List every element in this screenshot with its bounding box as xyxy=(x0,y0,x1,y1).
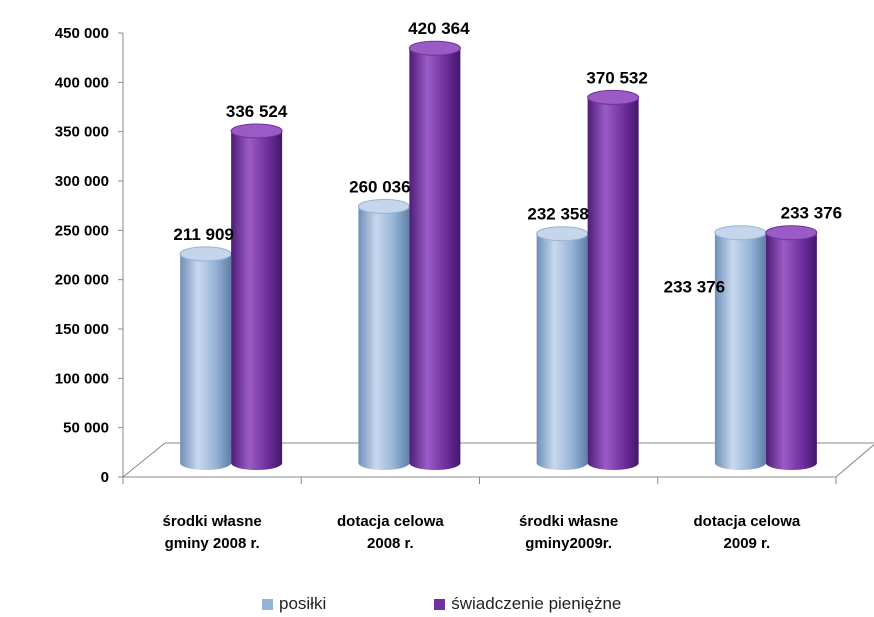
y-tick-label: 200 000 xyxy=(55,272,109,289)
bar-posilki-body xyxy=(536,233,588,471)
legend-item-posilki: posiłki xyxy=(262,594,326,614)
bar-posilki xyxy=(714,225,767,471)
bar-posilki xyxy=(179,246,232,470)
y-tick-label: 0 xyxy=(101,469,109,486)
x-category-label: środki własne xyxy=(519,513,618,530)
bar-swiadczenie xyxy=(230,123,283,471)
y-tick-label: 350 000 xyxy=(55,124,109,141)
y-tick-label: 150 000 xyxy=(55,321,109,338)
bar-swiadczenie-body xyxy=(765,232,817,470)
bar-posilki-body xyxy=(180,253,232,470)
bar-swiadczenie-top xyxy=(230,123,283,139)
bar-posilki xyxy=(357,198,410,471)
bar-posilki-top xyxy=(536,226,589,242)
legend: posiłki świadczenie pieniężne xyxy=(262,593,729,615)
legend-item-swiadczenie: świadczenie pieniężne xyxy=(434,594,621,614)
data-label: 211 909 xyxy=(173,225,234,244)
bar-posilki xyxy=(536,226,589,471)
y-tick-label: 100 000 xyxy=(55,370,109,387)
x-category-label: 2009 r. xyxy=(724,535,771,552)
legend-swatch-swiadczenie xyxy=(434,598,446,610)
bar-swiadczenie-body xyxy=(409,48,461,471)
bar-swiadczenie-top xyxy=(408,40,461,56)
bar-posilki-top xyxy=(714,225,767,241)
x-category-label: środki własne xyxy=(163,513,262,530)
x-category-label: dotacja celowa xyxy=(337,513,444,530)
bar-posilki-body xyxy=(358,206,410,471)
y-tick-label: 50 000 xyxy=(63,420,109,437)
bar-swiadczenie-top xyxy=(587,89,640,105)
x-category-label: 2008 r. xyxy=(367,535,414,552)
y-tick-label: 250 000 xyxy=(55,222,109,239)
bar-posilki-body xyxy=(714,232,766,471)
bar-swiadczenie xyxy=(765,225,818,470)
bar-swiadczenie xyxy=(587,89,640,471)
data-label: 420 364 xyxy=(408,19,470,38)
x-category-label: gminy 2008 r. xyxy=(165,535,260,552)
y-tick-label: 400 000 xyxy=(55,74,109,91)
x-category-label: gminy2009r. xyxy=(525,535,612,552)
y-tick-label: 300 000 xyxy=(55,173,109,190)
data-label: 232 358 xyxy=(527,205,588,224)
y-tick-label: 450 000 xyxy=(55,25,109,42)
bar-swiadczenie-body xyxy=(231,130,283,471)
data-label: 336 524 xyxy=(226,102,288,121)
data-label: 233 376 xyxy=(781,204,842,223)
bar-posilki-top xyxy=(179,246,232,262)
data-label: 260 036 xyxy=(349,177,410,196)
legend-swatch-posilki xyxy=(262,598,273,610)
bar-swiadczenie-body xyxy=(587,97,639,471)
bar-swiadczenie xyxy=(408,40,461,471)
bar-chart: 0 50 000 100 000 150 000 200 000 250 000 300 0… xyxy=(55,19,874,552)
data-label: 233 376 xyxy=(664,278,725,297)
x-category-label: dotacja celowa xyxy=(694,513,801,530)
bar-swiadczenie-top xyxy=(765,225,818,241)
data-label: 370 532 xyxy=(586,68,647,87)
legend-label-swiadczenie: świadczenie pieniężne xyxy=(451,594,622,613)
bar-posilki-top xyxy=(357,198,410,214)
legend-label-posilki: posiłki xyxy=(279,594,327,613)
